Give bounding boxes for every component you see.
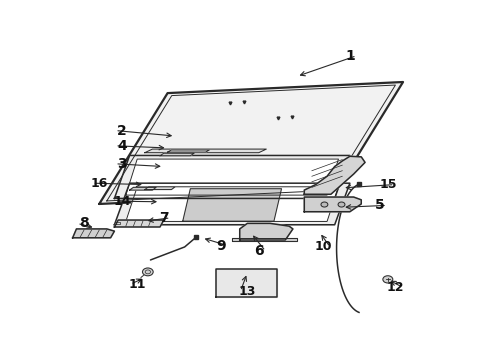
- Text: 16: 16: [91, 177, 108, 190]
- Text: 9: 9: [216, 239, 225, 253]
- Circle shape: [338, 202, 345, 207]
- Polygon shape: [73, 229, 115, 238]
- Polygon shape: [129, 187, 156, 190]
- Text: 13: 13: [239, 285, 256, 298]
- Text: 4: 4: [117, 139, 127, 153]
- Polygon shape: [216, 269, 277, 297]
- Polygon shape: [160, 153, 194, 156]
- Circle shape: [383, 276, 393, 283]
- Circle shape: [321, 202, 328, 207]
- Polygon shape: [126, 187, 339, 221]
- Text: 14: 14: [113, 195, 131, 208]
- Text: 7: 7: [159, 211, 169, 225]
- Polygon shape: [126, 159, 339, 195]
- Text: 2: 2: [117, 123, 127, 138]
- Text: 11: 11: [128, 278, 146, 291]
- Text: 10: 10: [315, 240, 332, 253]
- Polygon shape: [240, 223, 293, 240]
- Text: 5: 5: [375, 198, 385, 212]
- Text: 6: 6: [254, 244, 264, 258]
- Polygon shape: [115, 156, 350, 198]
- Text: 8: 8: [79, 216, 89, 230]
- Polygon shape: [304, 156, 365, 194]
- Polygon shape: [304, 197, 361, 212]
- Circle shape: [143, 268, 153, 276]
- Polygon shape: [183, 189, 281, 221]
- Text: 12: 12: [387, 281, 404, 294]
- Polygon shape: [168, 150, 209, 152]
- Text: 3: 3: [117, 157, 127, 171]
- Polygon shape: [99, 82, 403, 204]
- Text: 1: 1: [345, 49, 355, 63]
- Polygon shape: [115, 220, 164, 227]
- Polygon shape: [145, 187, 175, 190]
- Polygon shape: [232, 238, 297, 241]
- Polygon shape: [115, 183, 350, 225]
- Text: 15: 15: [379, 178, 396, 191]
- Polygon shape: [145, 149, 267, 153]
